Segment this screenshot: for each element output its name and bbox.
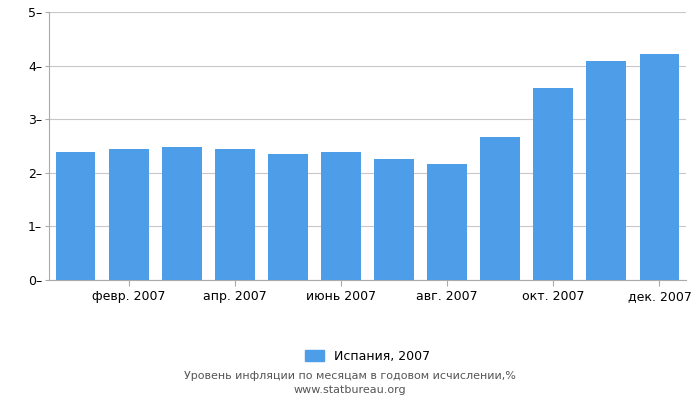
Bar — [640, 54, 680, 280]
Legend: Испания, 2007: Испания, 2007 — [300, 344, 435, 368]
Bar — [108, 149, 148, 280]
Bar — [215, 149, 255, 280]
Text: Уровень инфляции по месяцам в годовом исчислении,%: Уровень инфляции по месяцам в годовом ис… — [184, 371, 516, 381]
Bar — [162, 146, 202, 280]
Bar — [480, 137, 520, 280]
Text: www.statbureau.org: www.statbureau.org — [294, 385, 406, 395]
Bar — [587, 61, 626, 280]
Bar — [427, 164, 467, 280]
Bar — [321, 152, 361, 280]
Bar — [533, 88, 573, 280]
Bar — [374, 159, 414, 280]
Bar — [55, 152, 95, 280]
Bar — [268, 154, 308, 280]
